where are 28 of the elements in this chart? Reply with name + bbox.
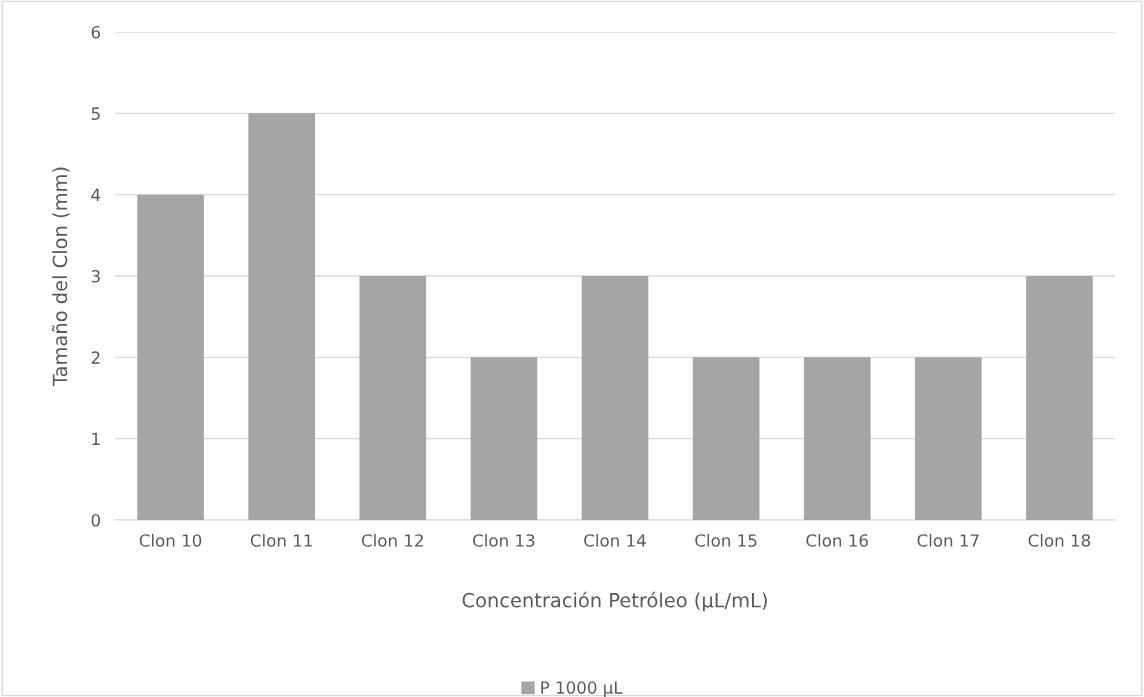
x-tick-label: Clon 17 bbox=[917, 533, 979, 547]
x-tick-label: Clon 18 bbox=[1028, 533, 1091, 547]
bar bbox=[915, 357, 982, 520]
bar bbox=[1026, 276, 1093, 520]
y-tick-label: 3 bbox=[91, 269, 100, 283]
x-tick-label: Clon 13 bbox=[473, 533, 535, 547]
x-tick-label: Clon 15 bbox=[695, 533, 757, 547]
y-tick-label: 5 bbox=[91, 107, 100, 120]
bar bbox=[137, 194, 204, 520]
bar bbox=[470, 357, 538, 520]
x-tick-label: Clon 16 bbox=[806, 533, 868, 547]
y-tick-label: 1 bbox=[92, 432, 100, 445]
y-tick-label: 4 bbox=[91, 188, 101, 201]
y-tick-label: 2 bbox=[91, 351, 100, 364]
x-tick-label: Clon 11 bbox=[250, 533, 312, 547]
y-tick-label: 0 bbox=[91, 513, 100, 527]
y-tick-label: 6 bbox=[91, 25, 101, 39]
bar bbox=[581, 276, 649, 520]
x-tick-label: Clon 14 bbox=[584, 533, 646, 547]
y-axis-title: Tamaño del Clon (mm) bbox=[51, 167, 70, 387]
x-tick-label: Clon 10 bbox=[139, 533, 202, 547]
x-axis-title: Concentración Petróleo (µL/mL) bbox=[462, 591, 767, 612]
bar bbox=[803, 357, 871, 520]
bar bbox=[248, 113, 315, 520]
bar bbox=[359, 276, 427, 520]
x-tick-label: Clon 12 bbox=[361, 533, 423, 547]
legend-label: P 1000 µL bbox=[541, 681, 623, 697]
bar bbox=[692, 357, 760, 520]
